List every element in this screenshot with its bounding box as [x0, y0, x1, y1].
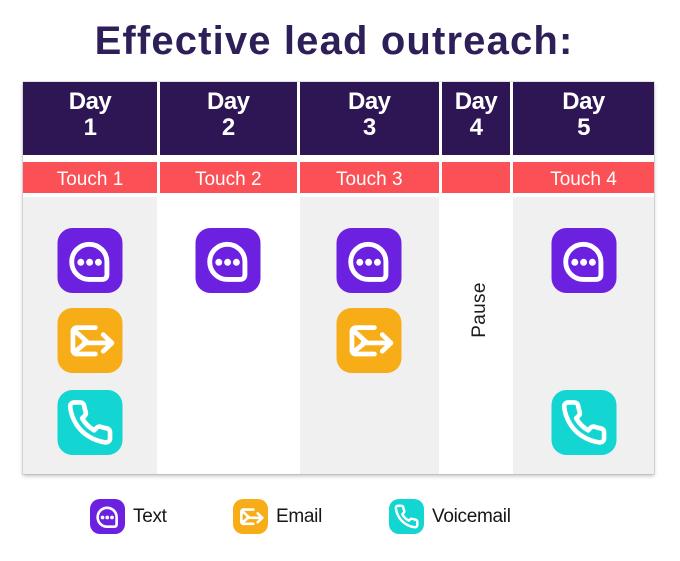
legend: Text Email Voicemail	[0, 499, 680, 534]
legend-label-email: Email	[276, 505, 323, 527]
email-icon	[57, 308, 123, 373]
email-icon	[233, 499, 268, 534]
day-1-header-cell: Day 1	[23, 82, 157, 155]
pause-label: Pause	[469, 282, 490, 338]
day-4-header-cell: Day 4	[442, 82, 510, 155]
day-4-body-column: Pause	[442, 197, 510, 474]
text-message-icon	[57, 228, 123, 293]
day-2-header-cell: Day 2	[160, 82, 297, 155]
day-5-word: Day	[562, 88, 605, 115]
touch-1-cell: Touch 1	[23, 162, 157, 193]
touch-row: Touch 1 Touch 2 Touch 3 Touch 4	[23, 162, 654, 193]
day-3-number: 3	[362, 114, 376, 141]
day-5-body-column	[513, 197, 654, 474]
day-3-header-cell: Day 3	[299, 82, 439, 155]
legend-item-voicemail: Voicemail	[389, 499, 511, 534]
text-message-icon	[195, 228, 261, 293]
page-title: Effective lead outreach:	[94, 19, 574, 63]
voicemail-icon	[551, 390, 616, 455]
day-4-number: 4	[469, 114, 483, 141]
text-message-icon	[336, 228, 402, 293]
day-1-body-column	[23, 197, 157, 474]
day-4-word: Day	[454, 88, 498, 115]
text-message-icon	[90, 499, 125, 534]
day-2-word: Day	[206, 88, 250, 115]
outreach-table: Day 1 Day 2 Day 3 Day 4 Day 5 Touch 1 To…	[23, 82, 654, 474]
legend-label-text: Text	[133, 505, 167, 527]
touch-3-cell: Touch 3	[299, 162, 439, 193]
day-5-header-cell: Day 5	[513, 82, 654, 155]
day-3-word: Day	[347, 88, 391, 115]
day-3-body-column	[299, 197, 439, 474]
touch-2-cell: Touch 2	[160, 162, 297, 193]
voicemail-icon	[57, 390, 123, 455]
header-touch-gap	[23, 155, 654, 162]
text-message-icon	[551, 228, 616, 293]
legend-item-email: Email	[233, 499, 322, 534]
legend-item-text: Text	[90, 499, 167, 534]
touch-4-cell: Touch 4	[513, 162, 654, 193]
email-icon	[336, 308, 402, 373]
day-1-number: 1	[83, 114, 97, 141]
day-2-body-column	[160, 197, 297, 474]
legend-label-voicemail: Voicemail	[432, 505, 511, 527]
day-2-number: 2	[221, 114, 235, 141]
voicemail-icon	[389, 499, 424, 534]
schedule-body-row: Pause	[23, 197, 654, 474]
day-5-number: 5	[577, 114, 590, 141]
day-header-row: Day 1 Day 2 Day 3 Day 4 Day 5	[23, 82, 654, 155]
touch-empty-cell	[442, 162, 510, 193]
day-1-word: Day	[68, 88, 112, 115]
